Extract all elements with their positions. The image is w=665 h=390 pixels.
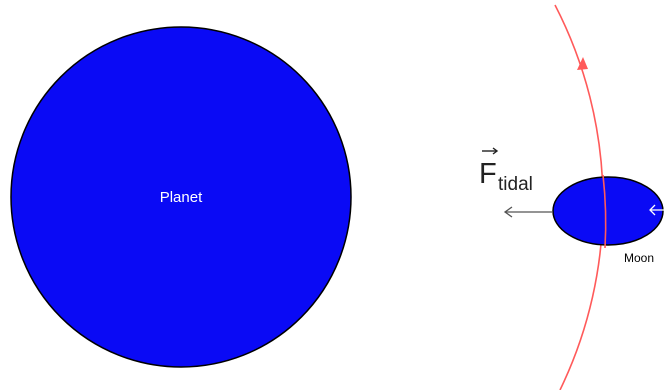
tidal-force-symbol: F — [479, 158, 497, 190]
tidal-force-label: F tidal — [479, 148, 533, 195]
moon-label: Moon — [624, 251, 654, 265]
tidal-force-subscript: tidal — [498, 174, 533, 195]
planet-label: Planet — [160, 189, 203, 206]
moon-body — [553, 177, 663, 245]
